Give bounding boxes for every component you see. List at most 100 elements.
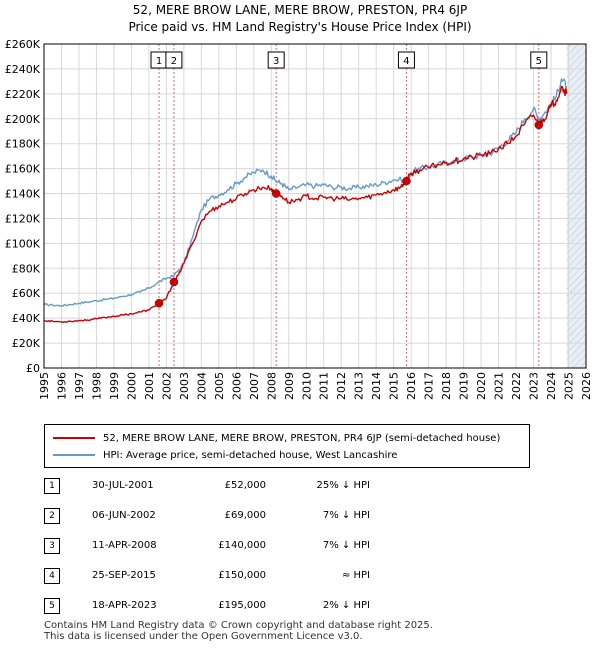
y-tick-label: £220K [5, 88, 41, 101]
legend-swatch-hpi [53, 454, 95, 456]
sale-row: 3 11-APR-2008 £140,000 7% ↓ HPI [44, 538, 544, 556]
sale-date: 30-JUL-2001 [92, 480, 154, 491]
sale-hpi-comparison: 7% ↓ HPI [322, 540, 370, 551]
y-tick-label: £140K [5, 188, 41, 201]
y-tick-label: £0 [26, 362, 40, 375]
x-tick-label: 2002 [160, 372, 173, 400]
sale-marker-label: 2 [171, 56, 177, 67]
legend-swatch-property [53, 437, 95, 439]
plot-border [43, 43, 587, 369]
x-tick-label: 1998 [90, 372, 103, 400]
sale-row: 4 25-SEP-2015 £150,000 ≈ HPI [44, 568, 544, 586]
x-tick-label: 2013 [353, 372, 366, 400]
x-tick-label: 2005 [213, 372, 226, 400]
y-tick-label: £200K [5, 113, 41, 126]
y-tick-label: £100K [5, 237, 41, 250]
x-tick-label: 2018 [440, 372, 453, 400]
plot-area [44, 44, 586, 368]
sale-marker-label: 5 [536, 56, 542, 67]
sale-marker-box [267, 51, 285, 69]
sale-number-badge: 5 [44, 598, 60, 614]
x-tick-label: 2026 [580, 372, 593, 400]
sale-date: 25-SEP-2015 [92, 570, 156, 581]
chart-legend: 52, MERE BROW LANE, MERE BROW, PRESTON, … [44, 424, 530, 468]
x-tick-label: 2015 [388, 372, 401, 400]
sale-price: £195,000 [218, 600, 266, 611]
sale-date: 11-APR-2008 [92, 540, 157, 551]
y-tick-label: £80K [12, 262, 41, 275]
y-tick-label: £160K [5, 163, 41, 176]
legend-label-hpi: HPI: Average price, semi-detached house,… [103, 449, 398, 461]
sale-point [402, 176, 411, 186]
sale-hpi-comparison: 25% ↓ HPI [316, 480, 370, 491]
x-tick-label: 2016 [405, 372, 418, 400]
x-tick-label: 2008 [265, 372, 278, 400]
sale-row: 2 06-JUN-2002 £69,000 7% ↓ HPI [44, 508, 544, 526]
x-tick-label: 2011 [318, 372, 331, 400]
price-chart: £0 £20K £40K £60K £80K £100K £120K £140K £160K £1… [5, 38, 593, 400]
sale-row: 5 18-APR-2023 £195,000 2% ↓ HPI [44, 598, 544, 616]
footer-notice: Contains HM Land Registry data © Crown c… [44, 620, 433, 642]
chart-title-line2: Price paid vs. HM Land Registry's House … [128, 20, 472, 34]
sale-row: 1 30-JUL-2001 £52,000 25% ↓ HPI [44, 478, 544, 496]
sale-number-badge: 2 [44, 508, 60, 524]
y-tick-label: £120K [5, 212, 41, 225]
chart-title-line1: 52, MERE BROW LANE, MERE BROW, PRESTON, … [132, 3, 468, 17]
x-tick-label: 2020 [475, 372, 488, 400]
x-tick-label: 2022 [510, 372, 523, 400]
price-series-line [43, 85, 568, 323]
x-tick-label: 2003 [178, 372, 191, 400]
sale-number-badge: 3 [44, 538, 60, 554]
sale-point [169, 277, 179, 287]
sale-marker-box [165, 51, 183, 69]
sale-point [271, 189, 281, 198]
x-tick-label: 2019 [458, 372, 471, 400]
sale-marker-label: 3 [273, 56, 279, 67]
y-tick-label: £260K [5, 38, 41, 51]
x-tick-label: 2014 [370, 372, 383, 400]
x-tick-label: 1997 [73, 372, 86, 400]
sale-number-badge: 1 [44, 478, 60, 494]
footer-line-1: Contains HM Land Registry data © Crown c… [44, 620, 433, 631]
y-tick-label: £180K [5, 138, 41, 151]
sale-price: £52,000 [224, 480, 266, 491]
sale-point [534, 120, 544, 130]
x-tick-label: 2001 [143, 372, 156, 400]
projection-hatch [566, 44, 586, 368]
x-tick-label: 2004 [195, 372, 208, 400]
sale-number-badge: 4 [44, 568, 60, 584]
x-tick-label: 2021 [493, 372, 506, 400]
x-tick-label: 1999 [108, 372, 121, 400]
sale-date: 06-JUN-2002 [92, 510, 156, 521]
sale-hpi-comparison: ≈ HPI [341, 570, 370, 581]
y-tick-label: £60K [12, 287, 41, 300]
y-tick-label: £40K [12, 312, 41, 325]
sale-price: £69,000 [224, 510, 266, 521]
sale-date: 18-APR-2023 [92, 600, 157, 611]
y-tick-label: £240K [5, 63, 41, 76]
x-tick-label: 2010 [300, 372, 313, 400]
x-tick-label: 2009 [283, 372, 296, 400]
sale-point [154, 298, 164, 308]
legend-label-property: 52, MERE BROW LANE, MERE BROW, PRESTON, … [103, 432, 501, 444]
x-tick-label: 2025 [563, 372, 576, 400]
x-tick-label: 2017 [423, 372, 436, 400]
x-tick-label: 1996 [55, 372, 68, 400]
sale-price: £150,000 [218, 570, 266, 581]
x-tick-label: 2024 [545, 372, 558, 400]
sale-hpi-comparison: 2% ↓ HPI [322, 600, 370, 611]
legend-item-property: 52, MERE BROW LANE, MERE BROW, PRESTON, … [53, 430, 500, 446]
sale-marker-label: 4 [403, 56, 409, 67]
hpi-series-line [43, 78, 568, 307]
footer-line-2: This data is licensed under the Open Gov… [44, 631, 363, 642]
sale-marker-label: 1 [156, 56, 162, 67]
x-tick-label: 2023 [528, 372, 541, 400]
chart-title: 52, MERE BROW LANE, MERE BROW, PRESTON, … [0, 2, 600, 36]
x-tick-label: 1995 [38, 372, 51, 400]
sale-price: £140,000 [218, 540, 266, 551]
x-tick-label: 2006 [230, 372, 243, 400]
sale-hpi-comparison: 7% ↓ HPI [322, 510, 370, 521]
y-tick-label: £20K [12, 337, 41, 350]
x-tick-label: 2012 [335, 372, 348, 400]
x-tick-label: 2000 [125, 372, 138, 400]
